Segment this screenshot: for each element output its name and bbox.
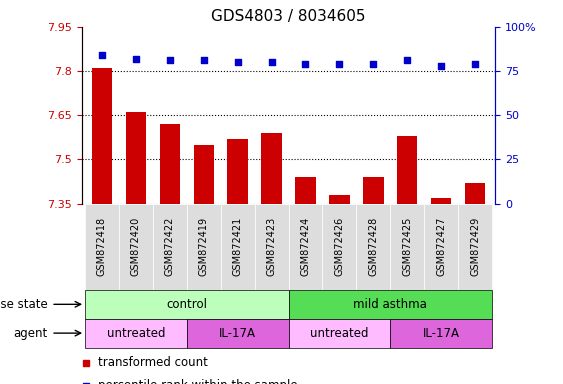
Bar: [119, 204, 153, 290]
Bar: [187, 204, 221, 290]
Text: percentile rank within the sample: percentile rank within the sample: [98, 379, 298, 384]
Bar: [397, 136, 417, 204]
Point: [301, 61, 310, 67]
Bar: [363, 177, 383, 204]
Bar: [424, 204, 458, 290]
Text: GSM872426: GSM872426: [334, 217, 345, 276]
Text: GSM872421: GSM872421: [233, 217, 243, 276]
Bar: [227, 139, 248, 204]
Text: GSM872429: GSM872429: [470, 217, 480, 276]
Bar: [85, 290, 289, 319]
Title: GDS4803 / 8034605: GDS4803 / 8034605: [211, 9, 366, 24]
Bar: [126, 112, 146, 204]
Text: agent: agent: [14, 327, 48, 339]
Point: [437, 63, 446, 69]
Text: untreated: untreated: [106, 327, 165, 339]
Bar: [390, 319, 492, 348]
Bar: [254, 204, 288, 290]
Bar: [289, 204, 323, 290]
Text: GSM872427: GSM872427: [436, 217, 446, 276]
Text: GSM872418: GSM872418: [97, 217, 107, 276]
Point: [131, 56, 140, 62]
Text: GSM872425: GSM872425: [402, 217, 412, 276]
Bar: [329, 195, 350, 204]
Bar: [85, 204, 119, 290]
Text: transformed count: transformed count: [98, 356, 208, 369]
Text: GSM872428: GSM872428: [368, 217, 378, 276]
Bar: [85, 319, 187, 348]
Point: [471, 61, 480, 67]
Bar: [465, 183, 485, 204]
Bar: [458, 204, 492, 290]
Text: GSM872422: GSM872422: [165, 217, 175, 276]
Point: [369, 61, 378, 67]
Text: disease state: disease state: [0, 298, 48, 311]
Point: [335, 61, 344, 67]
Point: [403, 57, 412, 63]
Point: [267, 59, 276, 65]
Bar: [356, 204, 390, 290]
Text: mild asthma: mild asthma: [354, 298, 427, 311]
Bar: [153, 204, 187, 290]
Bar: [289, 319, 390, 348]
Text: IL-17A: IL-17A: [219, 327, 256, 339]
Text: IL-17A: IL-17A: [423, 327, 459, 339]
Bar: [323, 204, 356, 290]
Point: [199, 57, 208, 63]
Text: GSM872419: GSM872419: [199, 217, 209, 276]
Bar: [160, 124, 180, 204]
Point: [233, 59, 242, 65]
Text: untreated: untreated: [310, 327, 369, 339]
Bar: [261, 133, 282, 204]
Bar: [187, 319, 289, 348]
Bar: [194, 145, 214, 204]
Bar: [92, 68, 112, 204]
Bar: [289, 290, 492, 319]
Bar: [431, 198, 452, 204]
Text: control: control: [166, 298, 207, 311]
Text: GSM872420: GSM872420: [131, 217, 141, 276]
Text: GSM872424: GSM872424: [301, 217, 311, 276]
Text: GSM872423: GSM872423: [266, 217, 276, 276]
Bar: [390, 204, 424, 290]
Bar: [296, 177, 316, 204]
Point: [97, 52, 106, 58]
Bar: [221, 204, 254, 290]
Point: [166, 57, 175, 63]
